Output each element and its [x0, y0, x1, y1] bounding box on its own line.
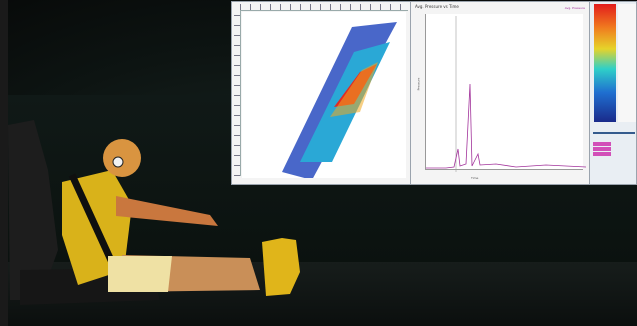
vertical-ruler — [234, 10, 241, 176]
stats-table-header — [593, 132, 635, 134]
x-axis-label: Time — [471, 176, 479, 180]
color-scale-bar — [594, 4, 636, 122]
graph-plot-area[interactable] — [425, 14, 587, 172]
pressure-heatmap[interactable] — [242, 12, 406, 178]
dummy-head-target — [112, 156, 124, 168]
graph-title: Avg. Pressure vs Time — [415, 4, 459, 9]
y-axis-label: Pressure — [416, 77, 421, 91]
color-scale-panel[interactable] — [589, 1, 637, 185]
pressure-map-window[interactable] — [231, 1, 411, 185]
dummy-head — [103, 139, 141, 177]
stats-cell — [593, 147, 611, 151]
heatmap-canvas — [282, 22, 397, 178]
left-edge — [0, 0, 8, 326]
stats-cell — [593, 152, 611, 156]
stats-cell — [593, 142, 611, 146]
dummy-foot — [262, 238, 300, 296]
pressure-warm — [330, 62, 378, 117]
horizontal-ruler — [240, 4, 408, 11]
graph-legend: Avg. Pressure — [564, 6, 585, 10]
dummy-arm — [116, 196, 218, 226]
pressure-trace — [426, 16, 587, 172]
seat-back — [8, 120, 58, 300]
dummy-shorts — [108, 256, 172, 292]
pressure-graph-window[interactable]: Avg. Pressure vs Time Avg. Pressure Pres… — [410, 1, 590, 185]
